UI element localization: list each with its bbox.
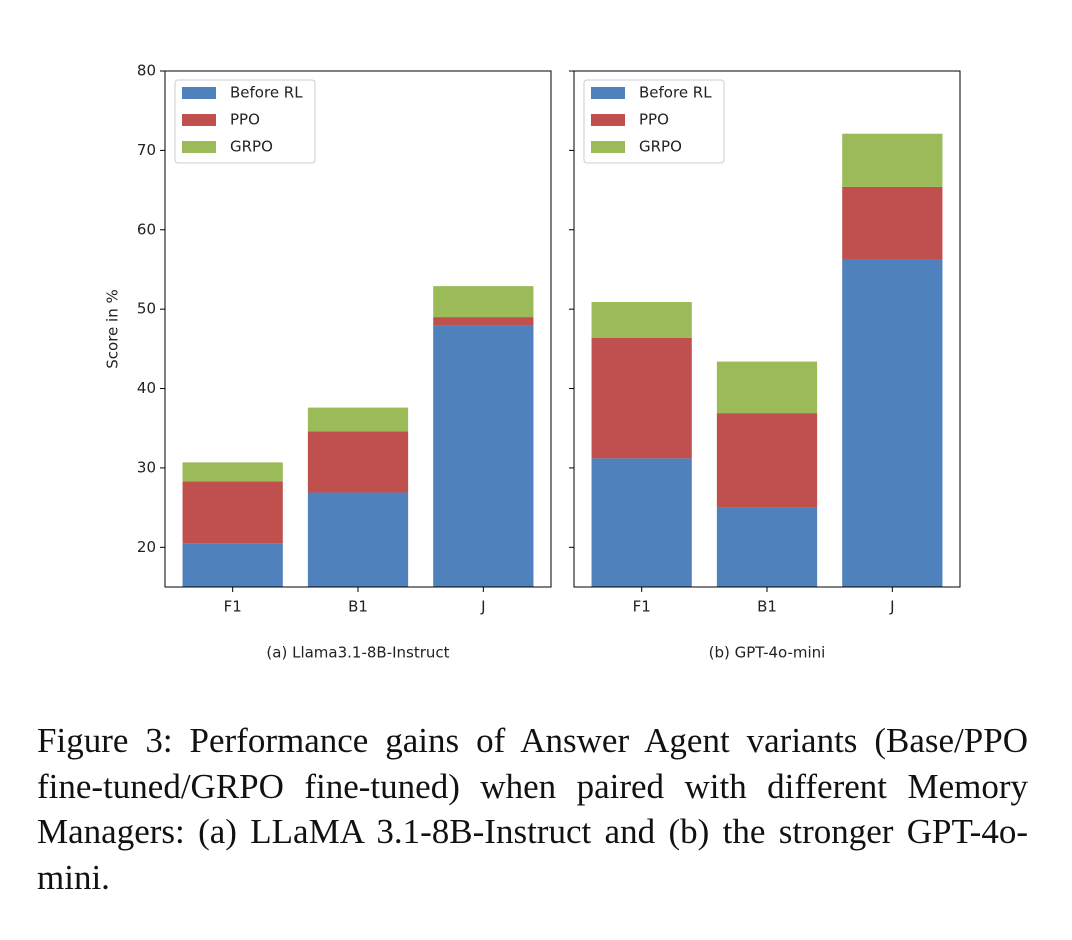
plot-frame <box>573 70 961 588</box>
legend-label: GRPO <box>639 138 682 156</box>
legend-swatch <box>182 87 216 99</box>
panel-subtitle: (b) GPT-4o-mini <box>709 644 826 662</box>
legend-swatch <box>591 114 625 126</box>
legend-swatch <box>591 87 625 99</box>
bar-segment <box>182 543 283 587</box>
y-tick-label: 80 <box>137 62 156 80</box>
legend-label: Before RL <box>639 84 712 102</box>
y-tick-label: 70 <box>137 141 156 159</box>
bar-segment <box>591 302 692 338</box>
bar-segment <box>182 462 283 482</box>
legend-label: GRPO <box>230 138 273 156</box>
bar-segment <box>716 413 818 508</box>
legend-swatch <box>591 141 625 153</box>
x-tick-label: J <box>480 598 485 616</box>
bar-segment <box>716 507 818 587</box>
legend-swatch <box>182 114 216 126</box>
bar-segment <box>307 407 409 432</box>
bar-segment <box>842 259 943 587</box>
legend-label: PPO <box>230 111 260 129</box>
legend-swatch <box>182 141 216 153</box>
x-tick-label: F1 <box>224 598 242 616</box>
y-tick-label: 60 <box>137 220 156 238</box>
bar-segment <box>433 317 534 326</box>
bar-segment <box>307 431 409 493</box>
x-tick-label: B1 <box>348 598 368 616</box>
bar-segment <box>182 481 283 544</box>
figure-caption: Figure 3: Performance gains of Answer Ag… <box>37 721 1028 897</box>
bar-segment <box>433 325 534 587</box>
plot-frame <box>164 70 552 588</box>
y-tick-label: 40 <box>137 379 156 397</box>
y-tick-label: 30 <box>137 458 156 476</box>
x-tick-label: B1 <box>757 598 777 616</box>
figure: F1 B1 J 20 30 40 50 60 70 80 Score in % (a) Llama3.… <box>104 62 961 662</box>
y-tick-label: 20 <box>137 538 156 556</box>
bar-segment <box>716 361 818 414</box>
x-tick-label: F1 <box>633 598 651 616</box>
bar-segment <box>591 337 692 459</box>
legend: Before RL PPO GRPO <box>174 79 316 164</box>
bar-segment <box>842 133 943 187</box>
bar-segment <box>433 286 534 318</box>
legend-label: PPO <box>639 111 669 129</box>
bar-segment <box>307 492 409 587</box>
legend: Before RL PPO GRPO <box>583 79 725 164</box>
x-tick-label: J <box>889 598 894 616</box>
panel-subtitle: (a) Llama3.1-8B-Instruct <box>266 644 449 662</box>
bar-segment <box>842 186 943 260</box>
bar-segment <box>591 458 692 587</box>
y-tick-label: 50 <box>137 300 156 318</box>
y-axis-label: Score in % <box>104 289 122 368</box>
legend-label: Before RL <box>230 84 303 102</box>
